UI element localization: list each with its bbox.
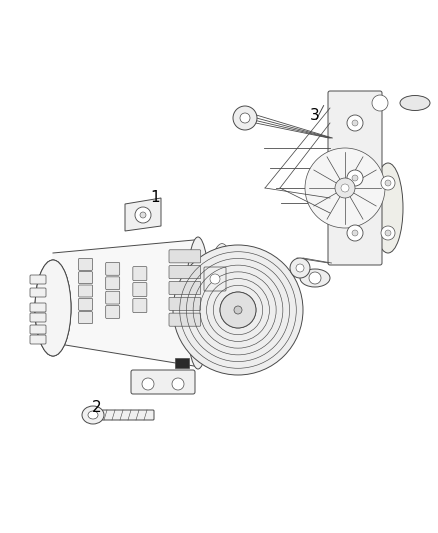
FancyBboxPatch shape bbox=[78, 312, 92, 324]
Circle shape bbox=[385, 230, 391, 236]
Circle shape bbox=[385, 180, 391, 186]
FancyBboxPatch shape bbox=[106, 262, 120, 275]
Ellipse shape bbox=[373, 163, 403, 253]
Text: 1: 1 bbox=[150, 190, 160, 206]
Circle shape bbox=[372, 95, 388, 111]
FancyBboxPatch shape bbox=[30, 288, 46, 297]
Circle shape bbox=[290, 258, 310, 278]
Circle shape bbox=[347, 170, 363, 186]
Circle shape bbox=[210, 274, 220, 284]
FancyBboxPatch shape bbox=[175, 358, 189, 368]
Ellipse shape bbox=[35, 260, 71, 356]
Polygon shape bbox=[53, 240, 194, 366]
Ellipse shape bbox=[186, 237, 210, 369]
Circle shape bbox=[352, 120, 358, 126]
FancyBboxPatch shape bbox=[106, 291, 120, 304]
FancyBboxPatch shape bbox=[30, 313, 46, 322]
FancyBboxPatch shape bbox=[78, 272, 92, 284]
FancyBboxPatch shape bbox=[30, 303, 46, 312]
FancyBboxPatch shape bbox=[106, 305, 120, 318]
Circle shape bbox=[352, 175, 358, 181]
Circle shape bbox=[135, 207, 151, 223]
Circle shape bbox=[140, 212, 146, 218]
Ellipse shape bbox=[88, 411, 98, 419]
Circle shape bbox=[142, 378, 154, 390]
Circle shape bbox=[381, 226, 395, 240]
Circle shape bbox=[309, 272, 321, 284]
Circle shape bbox=[240, 113, 250, 123]
Text: 2: 2 bbox=[92, 400, 102, 416]
FancyBboxPatch shape bbox=[169, 265, 201, 279]
Circle shape bbox=[347, 115, 363, 131]
FancyBboxPatch shape bbox=[102, 410, 154, 420]
FancyBboxPatch shape bbox=[106, 277, 120, 289]
Circle shape bbox=[352, 230, 358, 236]
FancyBboxPatch shape bbox=[169, 281, 201, 295]
Ellipse shape bbox=[82, 406, 104, 424]
Circle shape bbox=[234, 306, 242, 314]
FancyBboxPatch shape bbox=[30, 335, 46, 344]
FancyBboxPatch shape bbox=[78, 259, 92, 270]
Circle shape bbox=[305, 148, 385, 228]
FancyBboxPatch shape bbox=[328, 91, 382, 265]
Circle shape bbox=[173, 245, 303, 375]
FancyBboxPatch shape bbox=[204, 267, 226, 291]
FancyBboxPatch shape bbox=[78, 298, 92, 310]
Circle shape bbox=[220, 292, 256, 328]
FancyBboxPatch shape bbox=[169, 313, 201, 326]
FancyBboxPatch shape bbox=[133, 282, 147, 296]
Polygon shape bbox=[125, 198, 161, 231]
Circle shape bbox=[381, 176, 395, 190]
Circle shape bbox=[233, 106, 257, 130]
Circle shape bbox=[172, 378, 184, 390]
FancyBboxPatch shape bbox=[78, 285, 92, 297]
FancyBboxPatch shape bbox=[133, 266, 147, 280]
Circle shape bbox=[347, 225, 363, 241]
Text: 3: 3 bbox=[310, 108, 320, 123]
Ellipse shape bbox=[400, 95, 430, 110]
Ellipse shape bbox=[35, 260, 71, 356]
Ellipse shape bbox=[207, 244, 237, 362]
FancyBboxPatch shape bbox=[169, 297, 201, 310]
FancyBboxPatch shape bbox=[169, 250, 201, 263]
Circle shape bbox=[341, 184, 349, 192]
FancyBboxPatch shape bbox=[131, 370, 195, 394]
Circle shape bbox=[296, 264, 304, 272]
Ellipse shape bbox=[300, 269, 330, 287]
FancyBboxPatch shape bbox=[133, 298, 147, 312]
Circle shape bbox=[335, 178, 355, 198]
FancyBboxPatch shape bbox=[30, 325, 46, 334]
FancyBboxPatch shape bbox=[30, 275, 46, 284]
